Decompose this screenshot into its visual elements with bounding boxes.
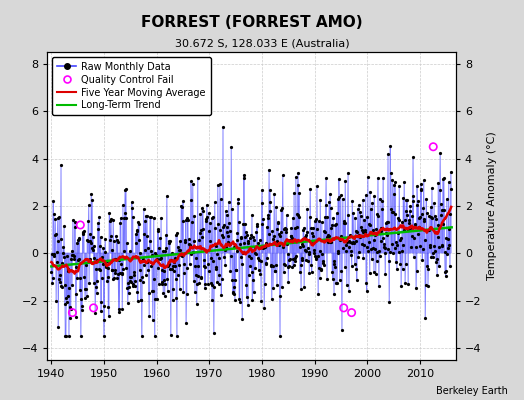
Point: [429, 144, 438, 150]
Point: [76, 222, 84, 228]
Text: Berkeley Earth: Berkeley Earth: [436, 386, 508, 396]
Point: [68, 310, 77, 316]
Point: [89, 305, 97, 311]
Legend: Raw Monthly Data, Quality Control Fail, Five Year Moving Average, Long-Term Tren: Raw Monthly Data, Quality Control Fail, …: [52, 57, 211, 115]
Text: 30.672 S, 128.033 E (Australia): 30.672 S, 128.033 E (Australia): [174, 38, 350, 48]
Point: [340, 305, 348, 311]
Point: [347, 310, 356, 316]
Title: FORREST (FORREST AMO): FORREST (FORREST AMO): [141, 15, 362, 30]
Y-axis label: Temperature Anomaly (°C): Temperature Anomaly (°C): [487, 132, 497, 280]
